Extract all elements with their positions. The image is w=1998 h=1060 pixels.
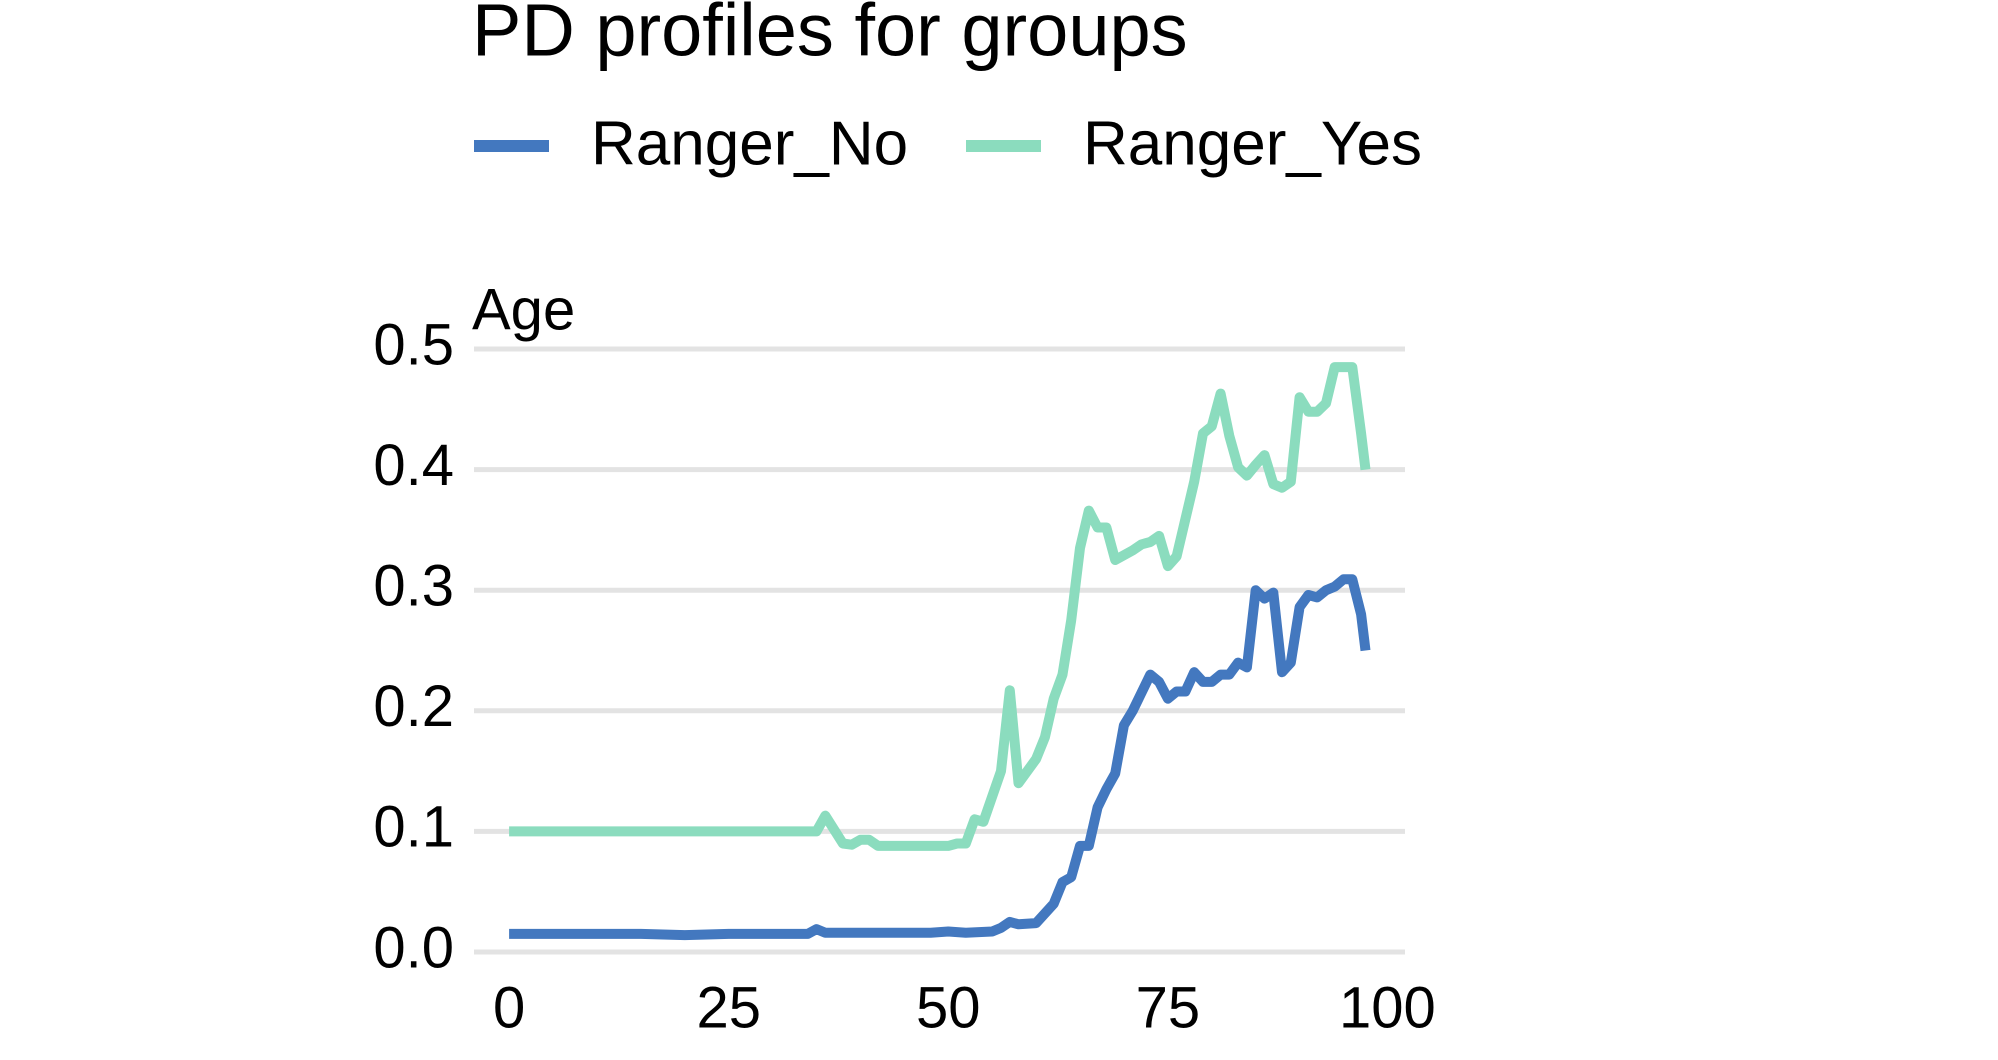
x-tick-label: 50 xyxy=(916,975,981,1040)
legend-label: Ranger_Yes xyxy=(1083,109,1422,178)
y-axis-label: Age xyxy=(472,277,575,342)
line-series xyxy=(509,362,1371,851)
y-tick-label: 0.4 xyxy=(373,433,454,498)
line-series xyxy=(509,574,1371,941)
y-tick-label: 0.0 xyxy=(373,915,454,980)
chart-title: PD profiles for groups xyxy=(472,0,1188,72)
legend-label: Ranger_No xyxy=(591,109,908,178)
y-tick-label: 0.2 xyxy=(373,674,454,739)
y-tick-label: 0.5 xyxy=(373,312,454,377)
y-tick-label: 0.1 xyxy=(373,795,454,860)
x-tick-label: 25 xyxy=(696,975,761,1040)
x-tick-label: 75 xyxy=(1136,975,1201,1040)
y-tick-label: 0.3 xyxy=(373,554,454,619)
x-tick-label: 0 xyxy=(493,975,525,1040)
chart-area: PD profiles for groups Age 0.0 0.1 0.2 0.3 0… xyxy=(373,0,1435,1040)
x-tick-label: 100 xyxy=(1339,975,1436,1040)
